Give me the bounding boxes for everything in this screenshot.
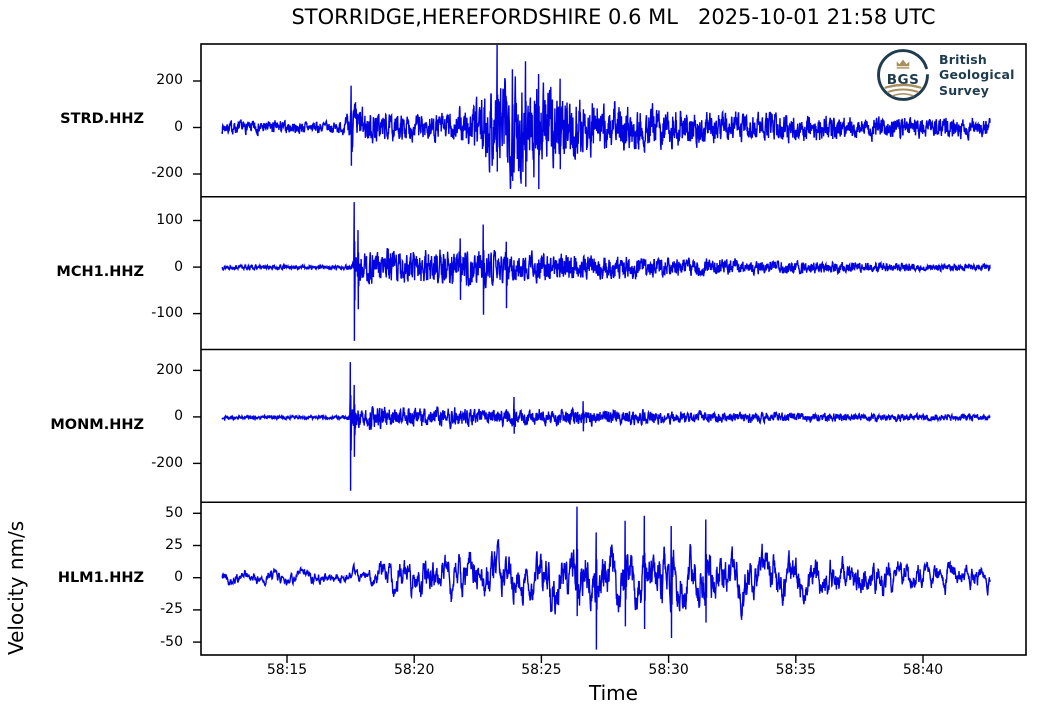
waveform-MONM.HHZ: [221, 361, 991, 491]
figure-title: STORRIDGE,HEREFORDSHIRE 0.6 ML 2025-10-0…: [291, 5, 936, 29]
waveform-MCH1.HHZ: [221, 201, 991, 341]
x-tick-label: 58:25: [521, 662, 562, 678]
station-label-STRD.HHZ: STRD.HHZ: [60, 111, 144, 128]
x-tick-label: 58:40: [902, 662, 944, 678]
y-tick-label: -100: [151, 305, 183, 322]
x-tick-label: 58:20: [394, 662, 435, 678]
crown-icon: [896, 59, 910, 69]
y-tick-label: 200: [156, 361, 183, 378]
station-label-MONM.HHZ: MONM.HHZ: [50, 416, 144, 433]
bgs-logo: BGS British Geological Survey: [874, 45, 1015, 105]
y-tick-label: 0: [174, 569, 183, 586]
station-label-MCH1.HHZ: MCH1.HHZ: [56, 264, 144, 281]
y-tick-label: 25: [165, 537, 183, 554]
bgs-logo-ring: [877, 49, 929, 101]
bgs-logo-abbr: BGS: [887, 72, 920, 88]
y-tick-label: 0: [174, 408, 183, 425]
x-tick-label: 58:15: [266, 662, 308, 678]
logo-text-line: Geological: [939, 67, 1015, 83]
y-tick-label: -200: [151, 165, 183, 182]
station-label-HLM1.HHZ: HLM1.HHZ: [57, 569, 144, 586]
bgs-logo-text: British Geological Survey: [939, 52, 1015, 99]
bgs-logo-mark: BGS: [877, 49, 929, 101]
y-tick-label: -200: [151, 454, 183, 471]
x-axis-label: Time: [589, 681, 638, 705]
landscape-swoosh-icon: [884, 83, 922, 97]
y-tick-label: -25: [160, 601, 183, 618]
logo-text-line: Survey: [939, 82, 990, 98]
y-tick-label: 100: [156, 212, 183, 228]
y-tick-label: 200: [156, 72, 183, 89]
x-tick-label: 58:35: [775, 662, 816, 678]
y-tick-label: -50: [160, 633, 183, 650]
trace-MONM.HHZ: [221, 361, 991, 491]
y-tick-label: 0: [174, 258, 183, 275]
trace-HLM1.HHZ: [221, 506, 991, 650]
trace-MCH1.HHZ: [221, 201, 991, 341]
x-tick-label: 58:30: [648, 662, 689, 678]
y-tick-label: 0: [174, 118, 183, 135]
logo-text-line: British: [939, 51, 987, 67]
waveform-HLM1.HHZ: [221, 506, 991, 650]
y-axis-label: Velocity nm/s: [4, 520, 28, 655]
y-tick-label: 50: [165, 504, 183, 521]
